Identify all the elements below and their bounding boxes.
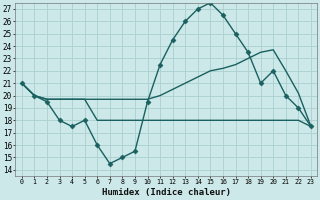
X-axis label: Humidex (Indice chaleur): Humidex (Indice chaleur): [102, 188, 231, 197]
